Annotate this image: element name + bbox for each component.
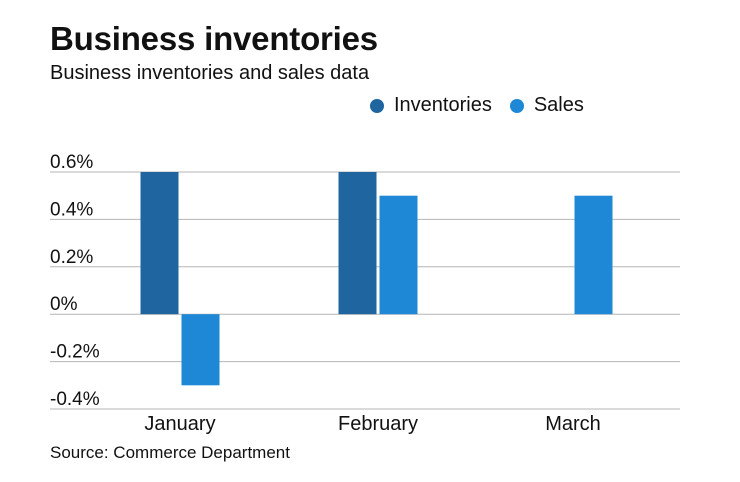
y-tick-label: 0.2% [50,247,93,268]
x-tick-label: March [545,413,601,435]
bar-sales-january [181,314,220,386]
x-tick-label: January [144,413,215,435]
y-tick-label: -0.4% [50,389,100,410]
x-tick-label: February [338,413,418,435]
bar-sales-march [574,195,613,315]
bar-inventories-january [140,172,179,315]
legend-label-inventories: Inventories [394,94,492,116]
bar-sales-february [379,195,418,315]
y-tick-label: 0.6% [50,152,93,173]
bar-inventories-february [338,172,377,315]
legend-swatch-inventories [370,98,384,113]
legend-swatch-sales [509,98,524,113]
y-tick-label: -0.2% [50,342,100,363]
legend-item-sales: Sales [509,94,584,117]
legend-item-inventories: Inventories [370,94,492,117]
chart-title: Business inventories [50,20,378,57]
chart-subtitle: Business inventories and sales data [50,62,370,84]
y-tick-label: 0.4% [50,199,93,220]
legend-label-sales: Sales [533,94,584,116]
legend: Inventories Sales [370,94,602,117]
y-tick-label: 0% [50,294,78,315]
source-note: Source: Commerce Department [50,443,290,462]
